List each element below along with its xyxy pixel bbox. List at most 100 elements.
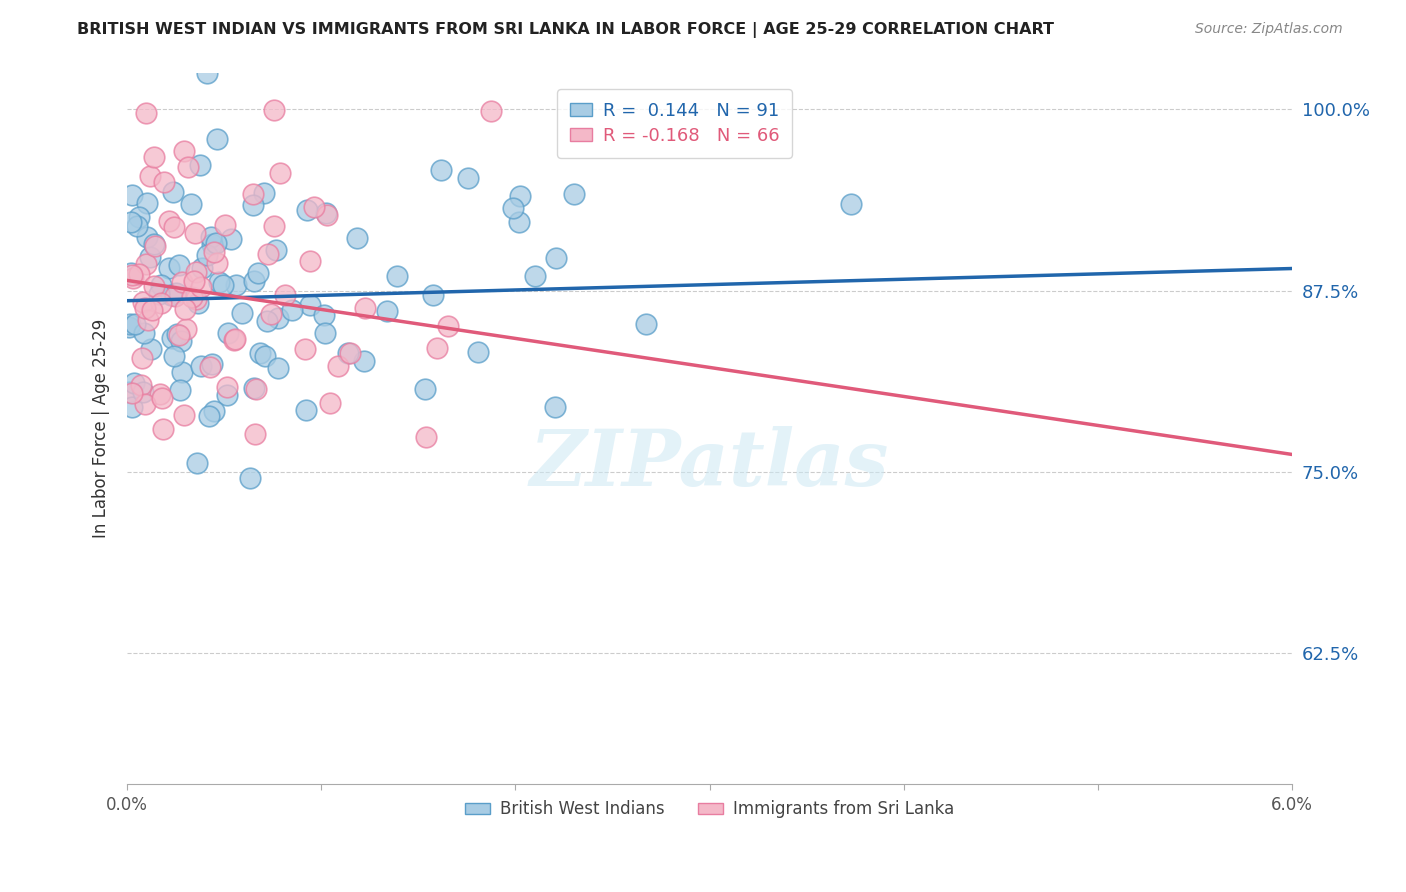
Point bbox=[202, 244, 225, 259]
Point bbox=[243, 427, 266, 442]
Point bbox=[149, 387, 172, 401]
Point bbox=[426, 341, 449, 355]
Point bbox=[152, 422, 174, 436]
Point bbox=[413, 382, 436, 396]
Point bbox=[157, 261, 180, 276]
Point bbox=[157, 214, 180, 228]
Point bbox=[269, 166, 291, 180]
Point bbox=[353, 354, 375, 368]
Point bbox=[191, 260, 214, 275]
Point bbox=[299, 298, 322, 312]
Point bbox=[242, 198, 264, 212]
Text: Source: ZipAtlas.com: Source: ZipAtlas.com bbox=[1195, 22, 1343, 37]
Point bbox=[457, 171, 479, 186]
Point bbox=[148, 286, 170, 301]
Point bbox=[163, 349, 186, 363]
Point bbox=[225, 278, 247, 293]
Point bbox=[207, 132, 229, 146]
Point bbox=[256, 313, 278, 327]
Point bbox=[150, 391, 173, 405]
Point bbox=[180, 290, 202, 304]
Text: ZIPatlas: ZIPatlas bbox=[530, 425, 889, 502]
Point bbox=[215, 380, 238, 394]
Point bbox=[128, 211, 150, 225]
Point bbox=[184, 292, 207, 306]
Point bbox=[219, 232, 242, 246]
Point bbox=[139, 250, 162, 264]
Point bbox=[253, 186, 276, 200]
Point bbox=[141, 302, 163, 317]
Point bbox=[118, 320, 141, 334]
Point bbox=[200, 237, 222, 252]
Point bbox=[509, 188, 531, 202]
Point bbox=[169, 258, 191, 272]
Point bbox=[160, 287, 183, 301]
Point bbox=[129, 378, 152, 392]
Point bbox=[121, 386, 143, 401]
Point bbox=[273, 288, 295, 302]
Point bbox=[135, 257, 157, 271]
Point bbox=[543, 401, 565, 415]
Point bbox=[430, 163, 453, 178]
Legend: British West Indians, Immigrants from Sri Lanka: British West Indians, Immigrants from Sr… bbox=[458, 794, 960, 825]
Point bbox=[122, 376, 145, 390]
Point bbox=[217, 388, 239, 402]
Y-axis label: In Labor Force | Age 25-29: In Labor Force | Age 25-29 bbox=[93, 318, 110, 538]
Point bbox=[239, 471, 262, 485]
Point bbox=[188, 158, 211, 172]
Point bbox=[149, 277, 172, 292]
Point bbox=[136, 230, 159, 244]
Point bbox=[295, 403, 318, 417]
Point bbox=[314, 326, 336, 340]
Point bbox=[636, 317, 658, 331]
Point bbox=[299, 254, 322, 268]
Point bbox=[224, 333, 246, 347]
Point bbox=[385, 268, 408, 283]
Point bbox=[195, 248, 218, 262]
Point bbox=[242, 273, 264, 287]
Point bbox=[264, 243, 287, 257]
Point bbox=[257, 247, 280, 261]
Point bbox=[165, 288, 187, 302]
Point bbox=[165, 285, 187, 300]
Point bbox=[562, 186, 585, 201]
Point bbox=[247, 267, 270, 281]
Point bbox=[174, 322, 197, 336]
Point bbox=[242, 381, 264, 395]
Point bbox=[170, 334, 193, 348]
Point bbox=[166, 326, 188, 341]
Point bbox=[544, 251, 567, 265]
Point bbox=[201, 357, 224, 371]
Point bbox=[224, 332, 246, 346]
Point bbox=[267, 311, 290, 326]
Point bbox=[135, 106, 157, 120]
Point bbox=[415, 430, 437, 444]
Point bbox=[127, 219, 149, 234]
Point bbox=[121, 401, 143, 415]
Point bbox=[124, 317, 146, 331]
Point bbox=[295, 203, 318, 218]
Point bbox=[169, 383, 191, 397]
Point bbox=[132, 295, 155, 310]
Point bbox=[312, 309, 335, 323]
Point bbox=[180, 197, 202, 211]
Point bbox=[174, 301, 197, 316]
Point bbox=[337, 346, 360, 360]
Point bbox=[217, 326, 239, 340]
Point bbox=[267, 360, 290, 375]
Point bbox=[249, 346, 271, 360]
Point bbox=[118, 318, 141, 332]
Point bbox=[242, 186, 264, 201]
Point bbox=[208, 275, 231, 289]
Point bbox=[173, 145, 195, 159]
Point bbox=[142, 236, 165, 251]
Point bbox=[231, 306, 253, 320]
Point bbox=[346, 231, 368, 245]
Point bbox=[436, 319, 458, 334]
Point bbox=[281, 303, 304, 318]
Point bbox=[162, 185, 184, 199]
Point bbox=[422, 287, 444, 301]
Point bbox=[190, 359, 212, 373]
Point bbox=[186, 265, 208, 279]
Point bbox=[131, 351, 153, 365]
